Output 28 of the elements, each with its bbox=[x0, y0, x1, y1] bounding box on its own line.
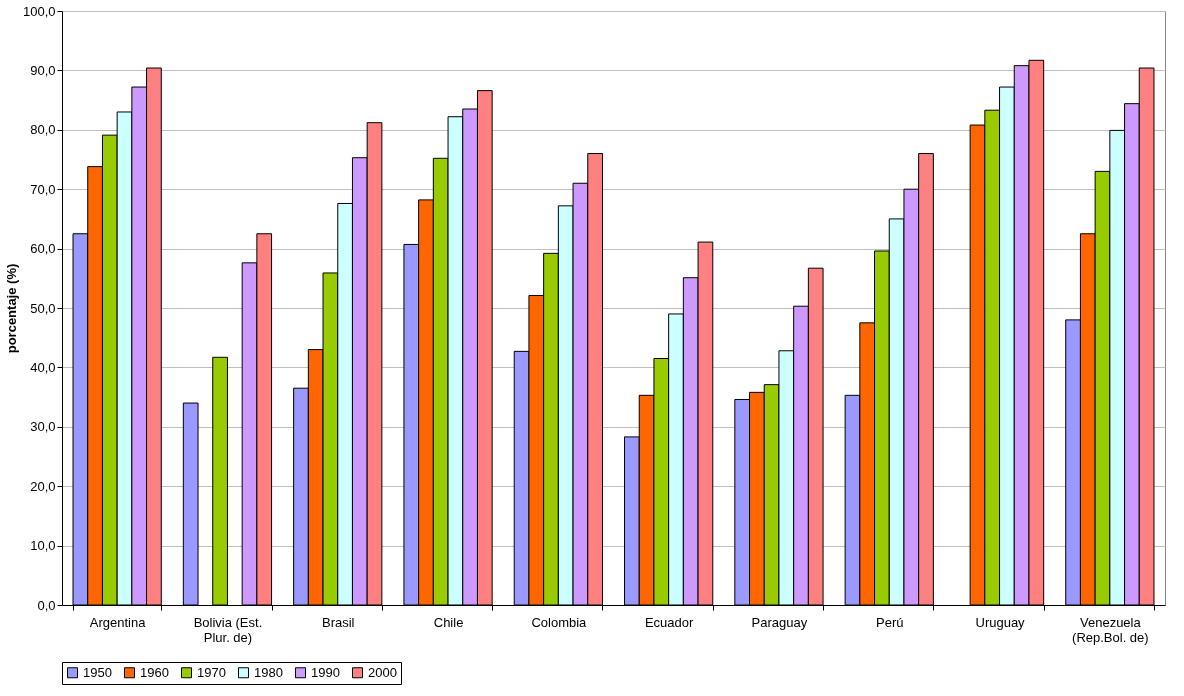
x-tick-label: Venezuela (Rep.Bol. de) bbox=[1072, 614, 1149, 645]
x-tick-label: Ecuador bbox=[644, 614, 695, 630]
y-tick-label: 100,0 bbox=[22, 3, 56, 19]
x-tick-label: Paraguay bbox=[751, 614, 808, 630]
legend-label: 2000 bbox=[368, 664, 397, 680]
legend-label: 1950 bbox=[83, 664, 112, 680]
y-tick-label: 70,0 bbox=[30, 181, 56, 197]
legend-label: 1990 bbox=[311, 664, 340, 680]
y-tick-label: 90,0 bbox=[30, 62, 56, 78]
x-tick-label: Colombia bbox=[531, 614, 588, 630]
y-tick-label: 30,0 bbox=[30, 419, 56, 435]
y-tick-label: 40,0 bbox=[30, 359, 56, 375]
x-tick-label: Brasil bbox=[321, 614, 355, 630]
x-tick-label: Uruguay bbox=[975, 614, 1026, 630]
y-tick-label: 10,0 bbox=[30, 538, 56, 554]
legend-label: 1980 bbox=[254, 664, 283, 680]
y-tick-label: 0,0 bbox=[37, 597, 56, 613]
x-tick-label: Perú bbox=[876, 614, 904, 630]
y-tick-label: 50,0 bbox=[30, 300, 56, 316]
x-tick-label: Bolivia (Est. Plur. de) bbox=[193, 614, 263, 645]
x-tick-label: Argentina bbox=[89, 614, 147, 630]
legend-label: 1960 bbox=[140, 664, 169, 680]
y-tick-label: 60,0 bbox=[30, 241, 56, 257]
y-tick-label: 80,0 bbox=[30, 122, 56, 138]
y-axis-title: porcentaje (%) bbox=[3, 263, 19, 354]
legend-label: 1970 bbox=[197, 664, 226, 680]
y-tick-label: 20,0 bbox=[30, 478, 56, 494]
x-tick-label: Chile bbox=[433, 614, 464, 630]
